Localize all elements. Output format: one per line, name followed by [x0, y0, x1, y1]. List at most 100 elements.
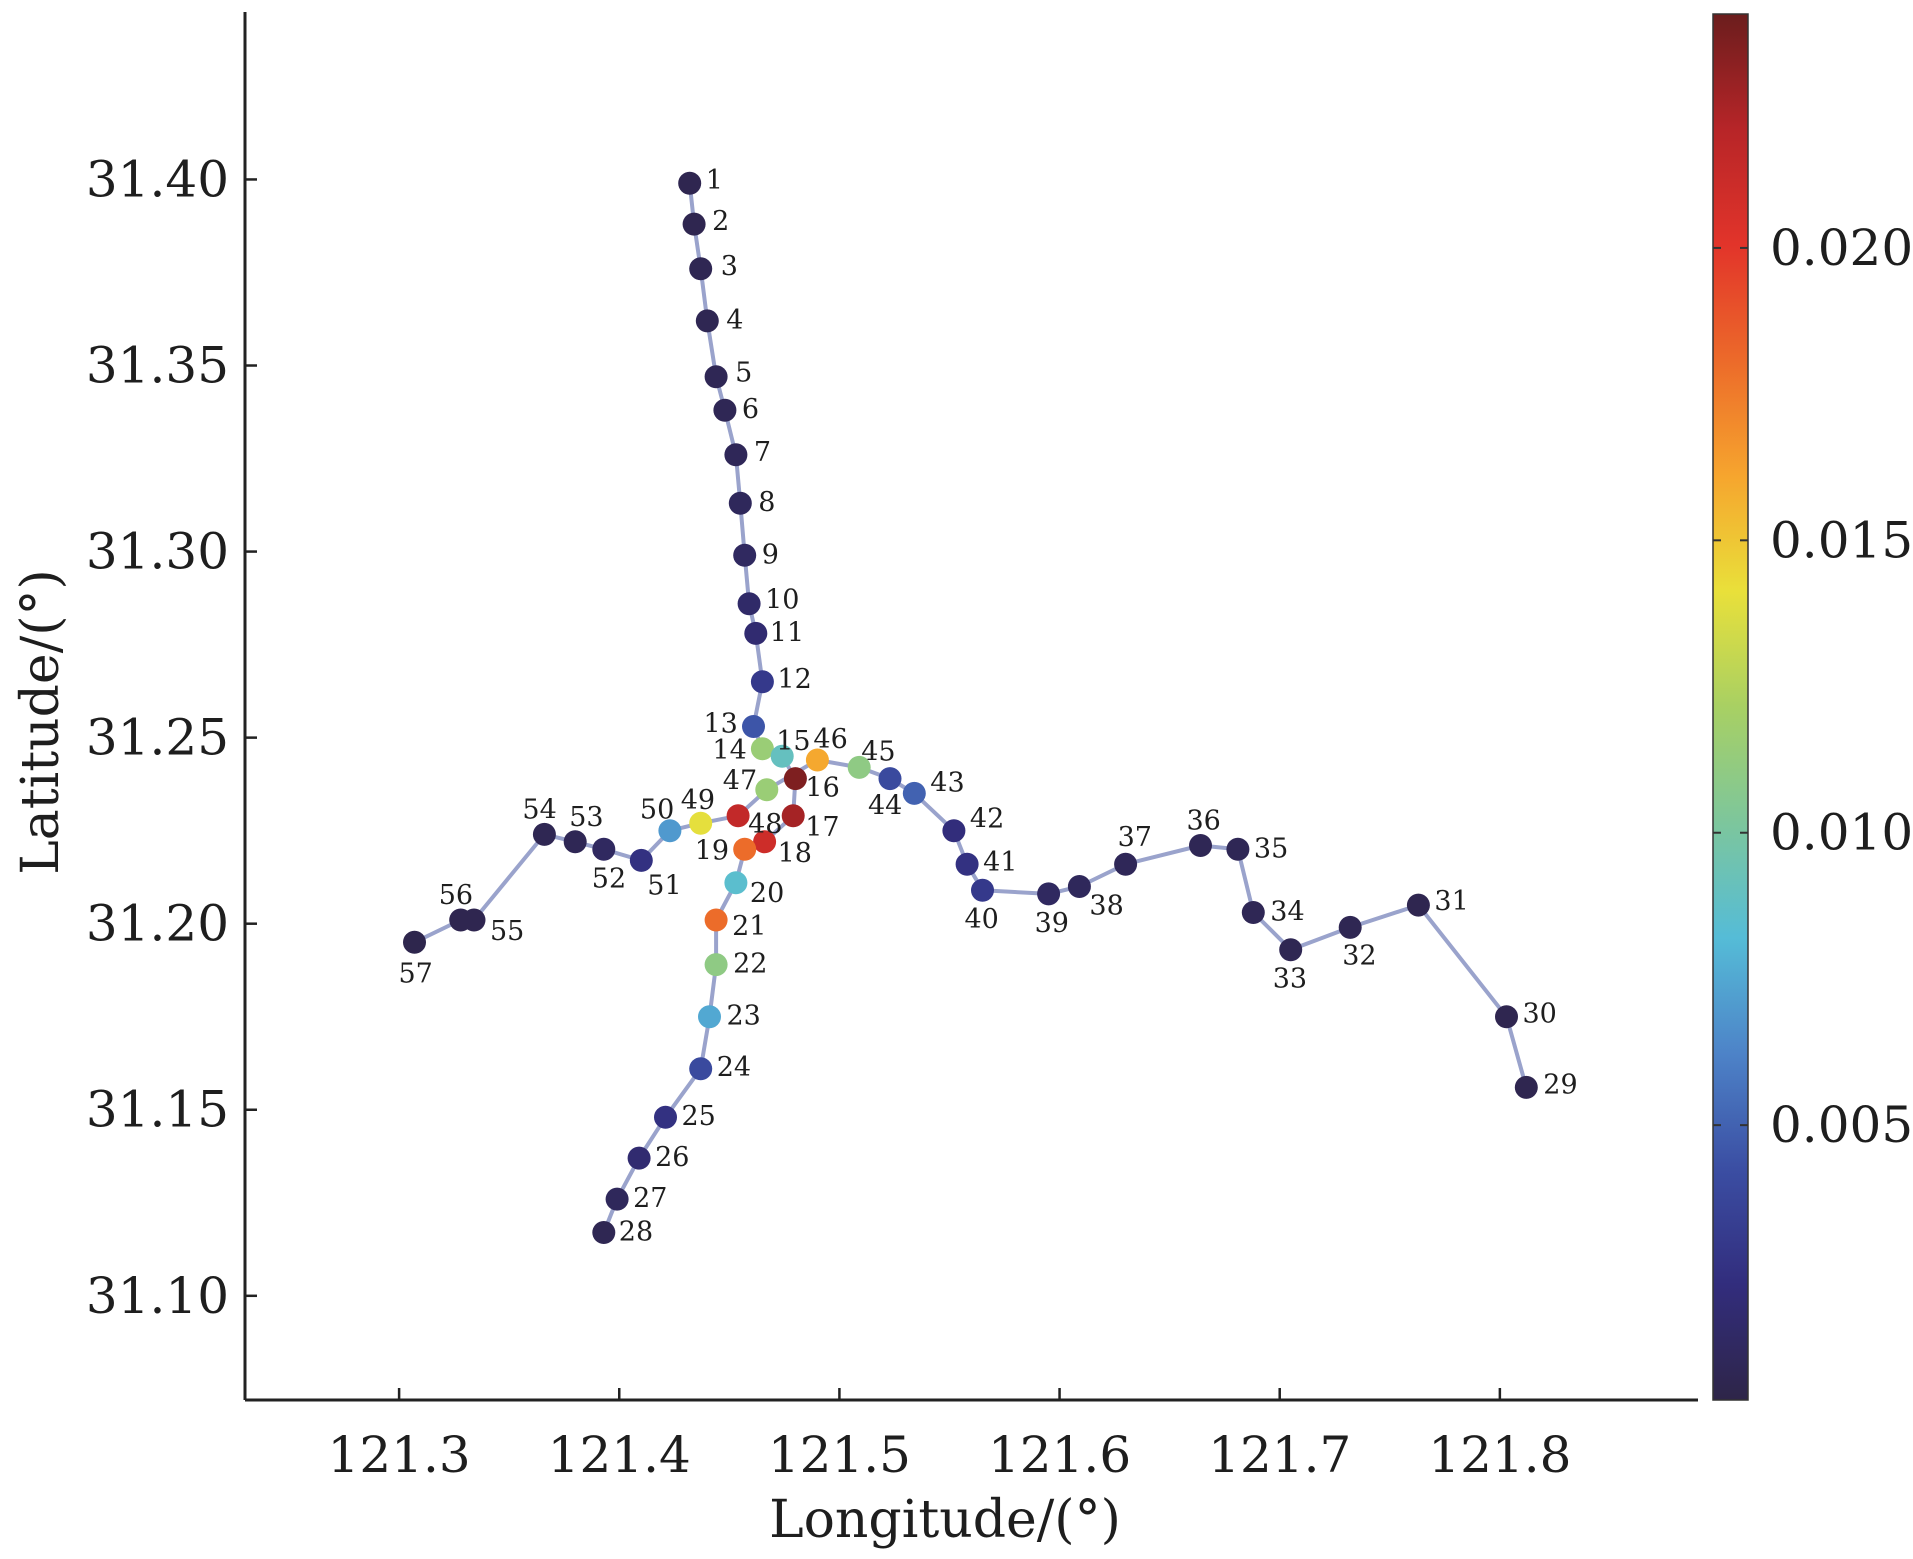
station-point [753, 830, 777, 854]
colorbar: 0.005 0.010 0.015 0.020 [1712, 13, 1913, 1401]
station-point [1067, 875, 1091, 898]
station-label: 27 [633, 1183, 667, 1214]
x-tick-label: 121.8 [1428, 1426, 1571, 1484]
station-label: 42 [970, 804, 1004, 835]
station-point [770, 744, 794, 768]
station-point [605, 1187, 629, 1211]
x-tick-label: 121.3 [328, 1426, 471, 1484]
y-axis: 31.10 31.15 31.20 31.25 31.30 31.35 31.40 [86, 12, 257, 1400]
y-tick-label: 31.25 [86, 709, 229, 767]
station-label: 32 [1342, 940, 1376, 971]
station-label: 25 [682, 1101, 716, 1132]
station-point [704, 908, 728, 932]
station-point [704, 365, 728, 389]
station-point [563, 830, 587, 854]
station-label: 38 [1089, 891, 1123, 922]
station-point [629, 848, 653, 872]
station-point [750, 737, 774, 761]
station-point [733, 543, 757, 567]
station-point [726, 804, 750, 828]
station-label: 22 [733, 949, 767, 980]
station-point [689, 1057, 713, 1081]
x-axis: 121.3 121.4 121.5 121.6 121.7 121.8 [245, 1388, 1698, 1484]
station-label: 30 [1523, 999, 1557, 1030]
station-label: 23 [727, 1001, 761, 1032]
station-point [728, 491, 752, 515]
station-point [737, 592, 761, 616]
station-label: 26 [655, 1142, 689, 1173]
station-point [955, 852, 979, 876]
y-tick-label: 31.40 [86, 150, 229, 208]
station-label: 4 [726, 305, 743, 336]
station-point [902, 781, 926, 805]
station-label: 50 [640, 795, 674, 826]
station-label: 53 [569, 802, 603, 833]
station-point [1406, 893, 1430, 917]
station-label: 29 [1543, 1069, 1577, 1100]
x-axis-label: Longitude/(°) [769, 1490, 1121, 1550]
station-label: 56 [439, 880, 473, 911]
station-point [592, 1221, 616, 1244]
station-point [1241, 901, 1265, 924]
station-point [750, 670, 774, 694]
y-tick-label: 31.15 [86, 1081, 229, 1139]
station-label: 55 [490, 916, 524, 947]
station-label: 15 [776, 726, 810, 757]
station-point [1279, 938, 1303, 962]
y-axis-label: Latitude/(°) [11, 569, 71, 875]
station-label: 28 [619, 1217, 653, 1248]
station-label: 36 [1187, 806, 1221, 837]
station-label: 19 [695, 835, 729, 866]
station-point [805, 748, 829, 772]
station-label: 18 [778, 838, 812, 869]
station-point [704, 953, 728, 977]
station-point [733, 837, 757, 861]
station-point [654, 1105, 677, 1129]
colorbar-tick-label: 0.020 [1770, 219, 1913, 277]
station-point [682, 212, 706, 236]
station-label: 17 [805, 812, 839, 843]
station-label: 11 [770, 617, 804, 648]
colorbar-gradient [1712, 13, 1749, 1401]
station-point [942, 819, 966, 843]
station-label: 21 [732, 911, 766, 942]
station-label: 12 [777, 664, 811, 695]
station-label: 51 [647, 870, 681, 901]
station-label: 3 [721, 251, 738, 282]
station-point [698, 1005, 721, 1029]
station-point [724, 443, 748, 467]
station-point [783, 767, 807, 791]
station-label: 1 [706, 165, 723, 196]
station-point [1189, 834, 1212, 857]
station-label: 39 [1035, 908, 1069, 939]
station-label: 48 [748, 809, 782, 840]
station-point [689, 811, 713, 835]
station-label: 13 [704, 709, 738, 740]
station-label: 9 [762, 539, 779, 570]
station-point [713, 398, 737, 422]
station-label: 5 [735, 358, 752, 389]
colorbar-tick-label: 0.010 [1770, 804, 1913, 862]
station-point [627, 1146, 651, 1170]
station-label: 14 [712, 735, 746, 766]
station-label: 47 [723, 766, 757, 797]
station-label: 37 [1118, 822, 1152, 853]
station-point [695, 309, 719, 333]
y-tick-label: 31.30 [86, 523, 229, 581]
station-point [678, 171, 702, 195]
station-label: 24 [717, 1052, 751, 1083]
station-point [1114, 852, 1138, 876]
station-point [1514, 1075, 1538, 1099]
y-tick-label: 31.10 [86, 1267, 229, 1325]
y-tick-label: 31.35 [86, 337, 229, 395]
station-label: 20 [750, 878, 784, 909]
station-point [532, 822, 556, 846]
station-point [689, 257, 713, 281]
station-point [1226, 837, 1250, 861]
colorbar-tick-label: 0.005 [1770, 1096, 1913, 1154]
x-tick-label: 121.5 [768, 1426, 911, 1484]
station-point [1037, 882, 1061, 906]
x-tick-label: 121.6 [988, 1426, 1131, 1484]
station-label: 46 [813, 724, 847, 755]
